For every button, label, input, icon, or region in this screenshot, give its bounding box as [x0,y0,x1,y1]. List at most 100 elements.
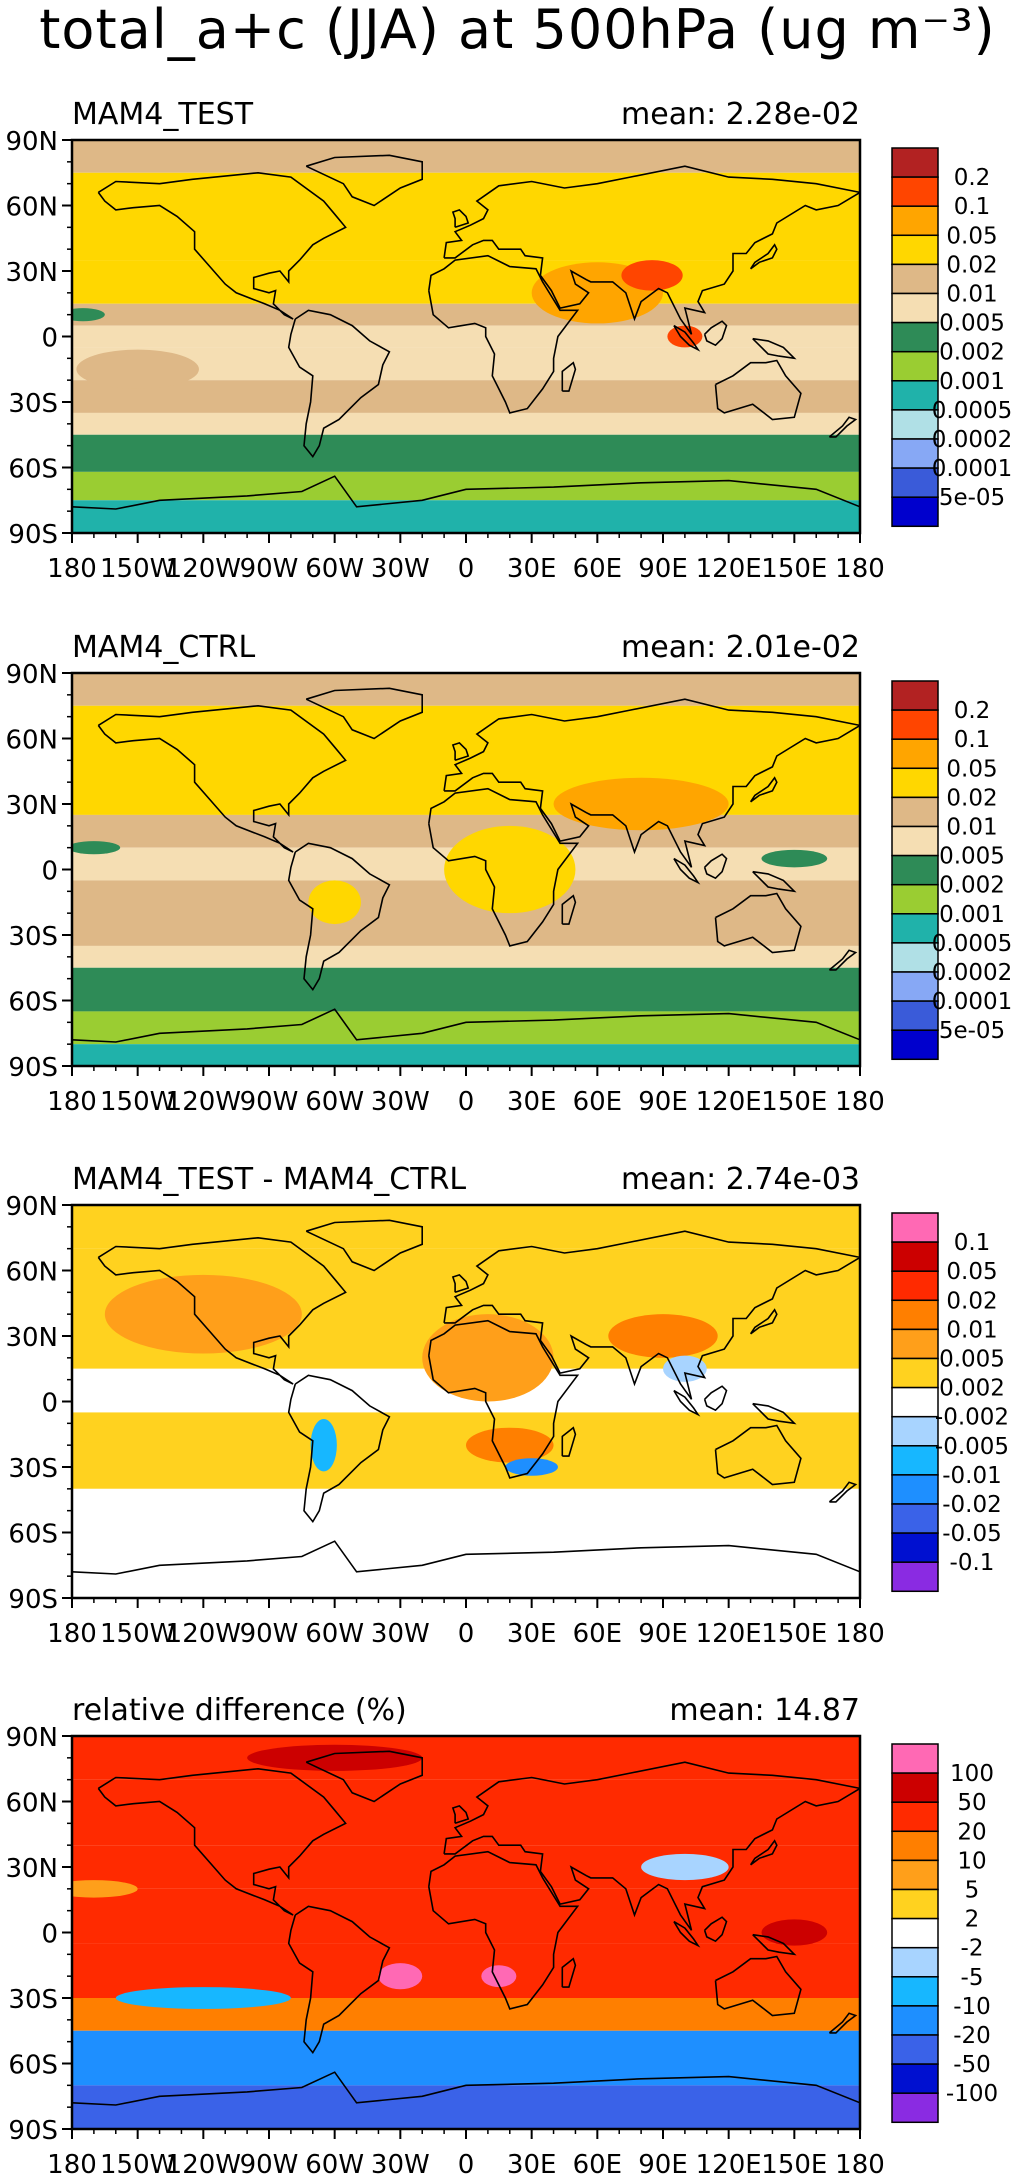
coastline-japan [749,776,778,803]
lat-label: 60S [8,2051,58,2081]
contour-field [72,673,860,1066]
lon-label: 60E [573,2150,623,2175]
lat-label: 60N [5,1258,58,1288]
colorbar-label: 0.0001 [932,456,1012,482]
lon-label: 150W [100,1619,175,1649]
contour-band [72,140,860,173]
lon-label: 0 [458,2150,475,2175]
contour-patch [422,1314,554,1402]
colorbar-swatch [891,1532,939,1563]
colorbar-label: 0.0005 [932,398,1012,424]
lon-label: 180 [47,554,97,584]
colorbar-swatch [891,680,939,711]
colorbar: 0.1 0.05 0.02 0.01 0.005 0.002 -0.002 -0.005 -0.… [891,1212,1009,1593]
coastline-madagascar [561,1957,577,1988]
contour-band [72,500,860,533]
colorbar-label: -0.1 [950,1550,995,1576]
contour-patch [308,880,361,925]
colorbar-swatch [891,380,939,411]
coastline-eurasia [443,1230,860,1400]
colorbar-label: 0.002 [939,873,1005,899]
colorbar-swatch [891,1386,939,1418]
coastline-japan [749,243,778,270]
colorbar-swatch [891,2063,939,2094]
lat-label: 90S [8,1585,58,1615]
lat-label: 90S [8,520,58,550]
coastline-madagascar [561,1426,577,1457]
lon-label: 150W [100,1087,175,1117]
contour-band [72,471,860,501]
lon-label: 90E [638,1087,688,1117]
colorbar-swatch [891,2034,939,2065]
coastline-new-guinea [752,870,797,893]
coastline-australia [714,359,802,421]
colorbar-swatch [891,1474,939,1505]
contour-patch [553,777,729,831]
panel-diff: MAM4_TEST - MAM4_CTRL mean: 2.74e-03 90N 60… [5,1162,1009,1649]
colorbar-label: 2 [965,1907,980,1933]
contour-band [72,673,860,706]
coastline-south-america [287,309,391,458]
coastline-south-america [287,1374,391,1523]
lon-label: 120W [166,2150,241,2175]
colorbar-swatch [891,321,939,353]
lat-label: 0 [41,857,58,887]
coastline-greenland [305,154,423,207]
contour-band [72,347,860,381]
coastline-antarctica [72,2071,860,2106]
colorbar-label: -0.02 [942,1492,1002,1518]
lat-label: 90N [5,660,58,690]
lat-label: 60S [8,1520,58,1550]
colorbar-swatch [891,234,939,266]
lon-label: 90W [240,2150,299,2175]
colorbar-label: 0.005 [939,311,1005,337]
coastline-madagascar [561,894,577,925]
colorbar-label: 0.001 [939,369,1005,395]
colorbar-swatch [891,147,939,178]
colorbar-swatch [891,738,939,770]
coastline-south-america [287,1905,391,2054]
lon-label: 150W [100,554,175,584]
colorbar-swatch [891,292,939,324]
lon-label: 150W [100,2150,175,2175]
colorbar: 0.2 0.1 0.05 0.02 0.01 0.005 0.002 0.001 0.0005 0… [891,147,1012,528]
lon-label: 60W [305,2150,364,2175]
contour-patch [761,1919,828,1946]
coastlines [72,1750,860,2106]
colorbar-swatch [891,350,939,382]
coastline-africa [428,1850,580,2010]
lon-label: 180 [47,2150,97,2175]
contour-patch [444,825,576,914]
coastline-sumatra [673,324,701,352]
lon-label: 30W [371,1087,430,1117]
lat-label: 0 [41,1389,58,1419]
panel-rel: relative difference (%) mean: 14.87 90N 60N… [5,1693,998,2175]
contour-band [72,260,860,304]
coastline-sumatra [673,1920,701,1948]
lon-label: 60E [573,1087,623,1117]
coastline-uk [451,1273,470,1294]
lon-label: 120E [696,1087,762,1117]
lon-label: 30W [371,554,430,584]
colorbar-label: 0.001 [939,902,1005,928]
colorbar-label: -0.005 [935,1434,1009,1460]
contour-field [72,1736,860,2129]
colorbar-swatch [891,767,939,799]
colorbar-label: 0.01 [946,815,997,841]
coastline-madagascar [561,361,577,392]
lon-label: 60E [573,554,623,584]
colorbar-swatch [891,438,939,469]
lon-label: 30W [371,2150,430,2175]
colorbar-label: 0.1 [954,194,991,220]
colorbar-swatch [891,1917,939,1949]
lat-label: 60S [8,988,58,1018]
coastline-uk [451,1804,470,1825]
colorbar-swatch [891,854,939,886]
contour-patch [310,1418,337,1472]
colorbar-swatch [891,1299,939,1331]
lat-label: 60S [8,455,58,485]
lat-label: 60N [5,1789,58,1819]
colorbar-label: 0.002 [939,1376,1005,1402]
coastline-borneo [703,853,728,880]
